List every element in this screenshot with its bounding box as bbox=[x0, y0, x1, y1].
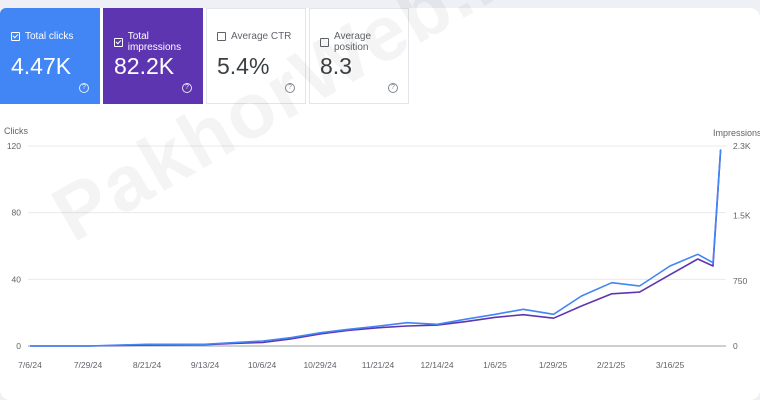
right-tick-label: 1.5K bbox=[733, 211, 751, 221]
metric-label: Total clicks bbox=[25, 31, 74, 42]
x-tick-label: 9/13/24 bbox=[191, 360, 220, 370]
metric-label: Average position bbox=[333, 31, 372, 53]
metric-label: Average CTR bbox=[231, 31, 292, 42]
x-tick-label: 1/29/25 bbox=[539, 360, 568, 370]
metric-card-average-position[interactable]: Average position 8.3 ? bbox=[309, 8, 409, 104]
right-axis-title: Impressions bbox=[713, 128, 760, 138]
x-tick-label: 7/29/24 bbox=[74, 360, 103, 370]
metric-value: 5.4% bbox=[217, 53, 270, 79]
metric-card-total-clicks[interactable]: Total clicks 4.47K ? bbox=[0, 8, 100, 104]
left-tick-label: 120 bbox=[7, 141, 21, 151]
x-tick-label: 10/6/24 bbox=[248, 360, 277, 370]
metric-header: Total clicks bbox=[11, 31, 73, 42]
x-tick-label: 10/29/24 bbox=[303, 360, 336, 370]
metric-label: Total impressions bbox=[127, 31, 182, 53]
x-tick-label: 8/21/24 bbox=[133, 360, 162, 370]
grid-lines bbox=[28, 145, 726, 347]
checkbox-checked-icon[interactable] bbox=[11, 32, 20, 41]
left-axis-title: Clicks bbox=[4, 126, 28, 136]
help-icon[interactable]: ? bbox=[79, 83, 89, 93]
right-tick-label: 0 bbox=[733, 341, 738, 351]
metric-header: Average position bbox=[320, 31, 408, 53]
metric-header: Total impressions bbox=[114, 31, 202, 53]
metric-card-total-impressions[interactable]: Total impressions 82.2K ? bbox=[103, 8, 203, 104]
checkbox-unchecked-icon[interactable] bbox=[217, 32, 226, 41]
metric-tabs: Total clicks 4.47K ? Total impressions 8… bbox=[0, 8, 412, 104]
metric-value: 8.3 bbox=[320, 53, 352, 79]
x-tick-label: 2/21/25 bbox=[597, 360, 626, 370]
help-icon[interactable]: ? bbox=[388, 83, 398, 93]
series-line-clicks bbox=[30, 149, 722, 347]
left-tick-label: 80 bbox=[12, 208, 22, 218]
x-tick-label: 12/14/24 bbox=[420, 360, 453, 370]
series-lines bbox=[30, 149, 722, 347]
x-axis-ticks: 7/6/24 7/29/24 8/21/24 9/13/24 10/6/24 10/29/… bbox=[18, 360, 684, 370]
metric-value: 82.2K bbox=[114, 53, 175, 79]
left-tick-label: 0 bbox=[16, 341, 21, 351]
x-tick-label: 3/16/25 bbox=[656, 360, 685, 370]
right-axis-ticks: 0 750 1.5K 2.3K bbox=[733, 141, 751, 351]
metric-value: 4.47K bbox=[11, 53, 72, 79]
right-tick-label: 2.3K bbox=[733, 141, 751, 151]
metric-header: Average CTR bbox=[217, 31, 291, 42]
help-icon[interactable]: ? bbox=[182, 83, 192, 93]
metric-card-average-ctr[interactable]: Average CTR 5.4% ? bbox=[206, 8, 306, 104]
x-tick-label: 7/6/24 bbox=[18, 360, 42, 370]
right-tick-label: 750 bbox=[733, 276, 747, 286]
checkbox-checked-icon[interactable] bbox=[114, 37, 123, 47]
x-tick-label: 11/21/24 bbox=[362, 360, 395, 370]
x-tick-label: 1/6/25 bbox=[483, 360, 507, 370]
help-icon[interactable]: ? bbox=[285, 83, 295, 93]
left-tick-label: 40 bbox=[12, 274, 22, 284]
checkbox-unchecked-icon[interactable] bbox=[320, 37, 329, 47]
left-axis-ticks: 0 40 80 120 bbox=[7, 141, 21, 351]
